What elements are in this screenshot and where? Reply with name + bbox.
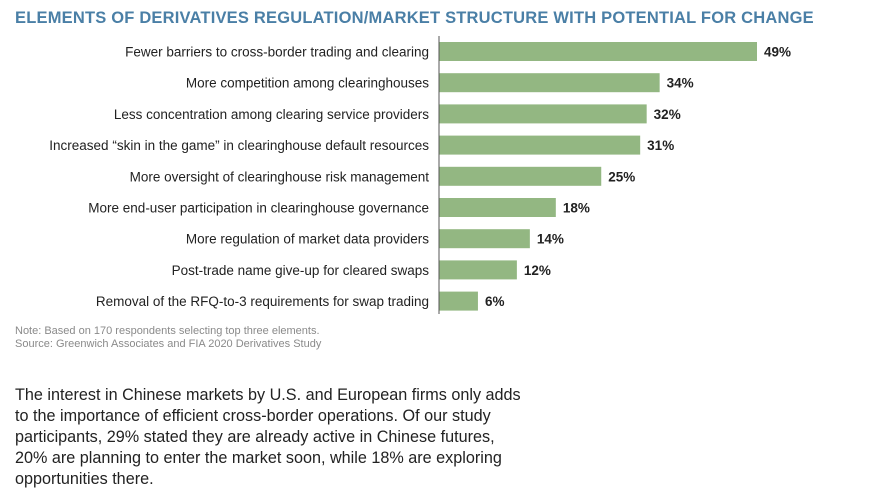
chart-note: Note: Based on 170 respondents selecting… (15, 325, 321, 351)
category-label: Less concentration among clearing servic… (114, 107, 429, 122)
category-label: More oversight of clearinghouse risk man… (130, 169, 430, 184)
category-label: More end-user participation in clearingh… (88, 201, 429, 216)
paragraph-line: The interest in Chinese markets by U.S. … (15, 386, 521, 404)
bar (439, 198, 556, 217)
paragraph-line: 20% are planning to enter the market soo… (15, 449, 502, 467)
bar-chart: Fewer barriers to cross-border trading a… (49, 36, 791, 314)
bar (439, 166, 602, 186)
value-label: 32% (654, 107, 681, 122)
paragraph-line: opportunities there. (15, 470, 154, 488)
value-label: 14% (537, 232, 564, 247)
bar (439, 73, 660, 93)
value-label: 12% (524, 263, 551, 278)
source-line: Source: Greenwich Associates and FIA 202… (15, 338, 322, 350)
category-label: Removal of the RFQ-to-3 requirements for… (96, 294, 429, 309)
value-label: 31% (647, 138, 674, 153)
bar (439, 260, 517, 280)
bar (439, 135, 641, 155)
bar (439, 104, 647, 124)
value-label: 6% (485, 294, 505, 309)
paragraph-line: to the importance of efficient cross-bor… (15, 407, 491, 425)
category-label: Post-trade name give-up for cleared swap… (172, 263, 430, 278)
bar (439, 291, 478, 311)
value-label: 18% (563, 201, 590, 216)
category-label: More competition among clearinghouses (186, 76, 429, 91)
category-label: More regulation of market data providers (186, 232, 429, 247)
category-label: Fewer barriers to cross-border trading a… (125, 45, 429, 60)
bar (439, 42, 757, 61)
body-paragraph: The interest in Chinese markets by U.S. … (15, 385, 575, 490)
value-label: 34% (667, 76, 694, 91)
chart-title: ELEMENTS OF DERIVATIVES REGULATION/MARKE… (15, 9, 814, 27)
paragraph-line: participants, 29% stated they are alread… (15, 428, 495, 446)
category-label: Increased “skin in the game” in clearing… (49, 138, 429, 153)
bar (439, 229, 530, 249)
value-label: 25% (608, 169, 635, 184)
note-line: Note: Based on 170 respondents selecting… (15, 325, 320, 337)
value-label: 49% (764, 45, 791, 60)
